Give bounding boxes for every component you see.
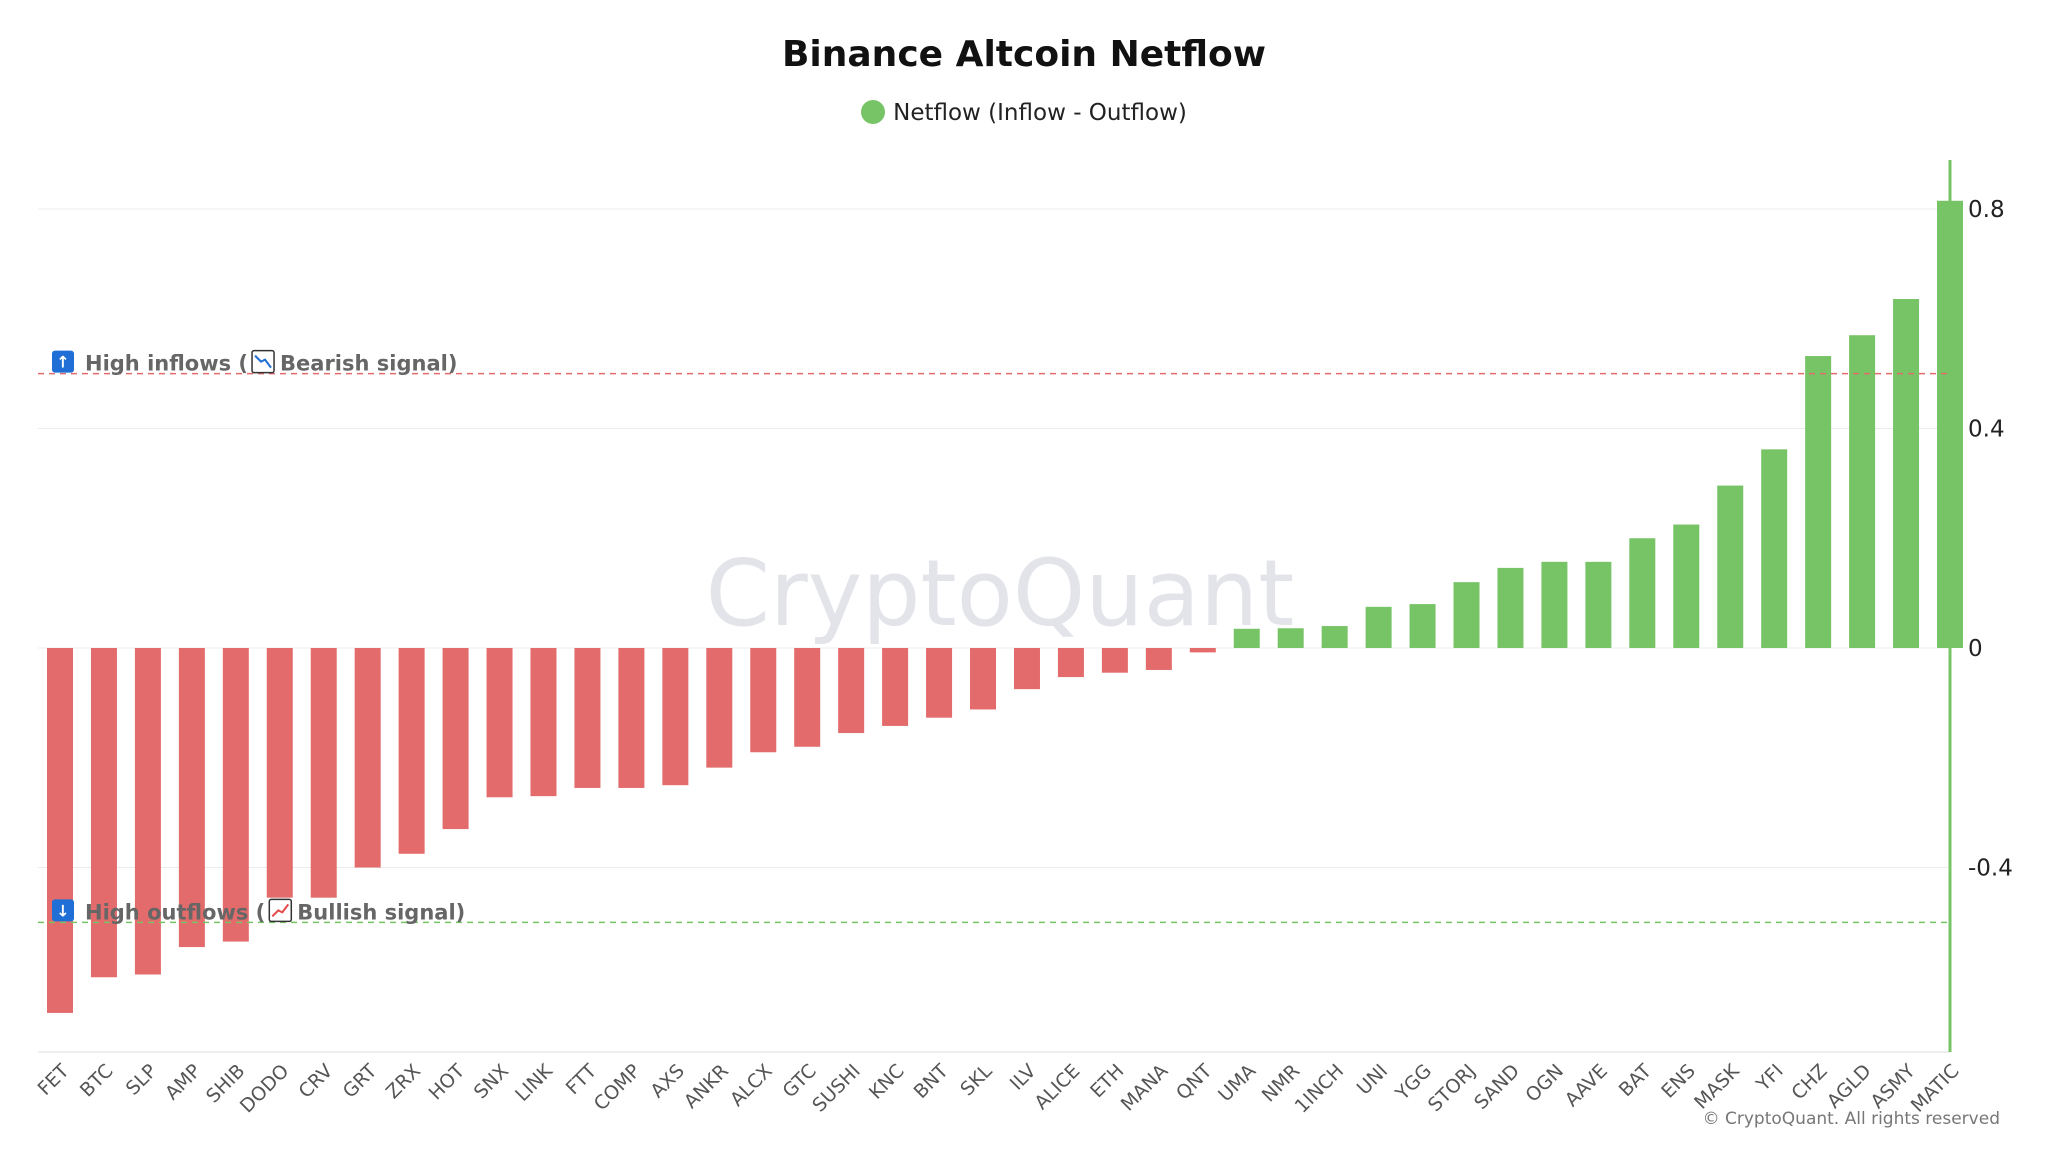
x-tick-label: AMP (161, 1060, 205, 1104)
x-tick-label: LINK (511, 1060, 557, 1106)
bar (1717, 485, 1744, 648)
bar (1189, 648, 1216, 653)
bar (398, 648, 425, 854)
up-arrow-icon (52, 350, 74, 373)
bar (1101, 648, 1128, 673)
bar (1277, 628, 1304, 648)
chart-title: Binance Altcoin Netflow (781, 34, 1267, 75)
x-tick-label: BNT (910, 1060, 953, 1103)
x-tick-label: FET (34, 1060, 74, 1100)
bar (662, 648, 689, 786)
bar (266, 648, 293, 898)
signal-label: Bullish signal) (297, 900, 465, 924)
legend-label: Netflow (Inflow - Outflow) (893, 100, 1187, 126)
arrow-glyph: ↓ (56, 901, 69, 920)
bar (882, 648, 909, 726)
bar (926, 648, 953, 718)
y-tick-label: 0.8 (1968, 197, 2005, 223)
x-tick-label: CRV (295, 1060, 338, 1103)
legend-swatch (861, 100, 886, 124)
copyright-text: © CryptoQuant. All rights reserved (1703, 1109, 2000, 1129)
bar (134, 648, 161, 975)
x-tick-label: GRT (339, 1060, 382, 1103)
bar (442, 648, 469, 830)
bar (222, 648, 249, 942)
bar (530, 648, 557, 797)
bar (1409, 604, 1436, 648)
bar (1453, 582, 1480, 648)
x-tick-label: SLP (122, 1060, 162, 1100)
bar (618, 648, 645, 788)
bar (1365, 606, 1392, 648)
bar (1629, 538, 1656, 648)
down-arrow-icon (52, 899, 74, 922)
x-tick-label: MASK (1690, 1060, 1744, 1114)
x-tick-label: AAVE (1561, 1060, 1612, 1111)
x-tick-label: SUSHI (808, 1060, 865, 1117)
bar (1145, 648, 1172, 670)
bar (1893, 298, 1920, 648)
bar (970, 648, 997, 710)
watermark: CryptoQuant (706, 540, 1295, 647)
bar (1849, 335, 1876, 648)
y-tick-label: 0 (1968, 636, 1983, 662)
x-tick-label: BTC (76, 1060, 118, 1102)
x-tick-label: KNC (865, 1060, 909, 1104)
signal-label: Bearish signal) (280, 352, 457, 376)
bar (838, 648, 865, 734)
y-tick-label: 0.4 (1968, 417, 2005, 443)
x-tick-label: BAT (1615, 1060, 1656, 1101)
x-tick-label: STORJ (1424, 1060, 1480, 1116)
bar (1541, 561, 1568, 648)
bar (1805, 356, 1832, 648)
trend-line-glyph (254, 354, 272, 369)
bar (1321, 626, 1348, 648)
x-tick-label: ALICE (1030, 1060, 1084, 1114)
bar (1497, 567, 1524, 648)
bar (310, 648, 337, 898)
arrow-glyph: ↑ (56, 353, 69, 372)
bar (706, 648, 733, 768)
x-tick-label: ILV (1006, 1060, 1041, 1095)
x-tick-label: UNI (1353, 1060, 1392, 1099)
bar (47, 648, 73, 1013)
annotation-label: High inflows ( (85, 352, 248, 376)
bar (178, 648, 205, 948)
bar (1673, 524, 1700, 648)
bar (90, 648, 117, 978)
x-tick-label: SAND (1470, 1060, 1524, 1114)
bar (1585, 561, 1612, 648)
bar (794, 648, 821, 747)
y-tick-label: -0.4 (1968, 856, 2013, 882)
x-tick-label: COMP (590, 1060, 645, 1115)
bar (486, 648, 513, 798)
bar (750, 648, 777, 753)
x-tick-label: AGLD (1823, 1060, 1876, 1113)
x-tick-label: QNT (1172, 1060, 1217, 1105)
trend-line-glyph (271, 903, 290, 918)
bar (1013, 648, 1040, 690)
x-tick-label: SKL (956, 1060, 997, 1101)
x-tick-label: SNX (470, 1060, 513, 1103)
x-tick-label: ZRX (382, 1060, 425, 1103)
x-tick-label: YFI (1752, 1060, 1788, 1096)
x-tick-label: 1INCH (1291, 1060, 1349, 1118)
legend[interactable]: Netflow (Inflow - Outflow) (0, 100, 2048, 126)
bar (354, 648, 381, 868)
x-tick-label: ALCX (726, 1060, 777, 1111)
x-tick-label: MANA (1117, 1060, 1173, 1116)
bar (1057, 648, 1084, 678)
bar (1761, 449, 1788, 648)
x-tick-label: DODO (236, 1060, 293, 1117)
x-tick-label: UMA (1214, 1060, 1260, 1106)
x-tick-label: ANKR (680, 1060, 733, 1113)
x-tick-label: OGN (1521, 1060, 1568, 1107)
bar (1233, 628, 1260, 648)
bar (574, 648, 601, 788)
x-tick-label: HOT (425, 1060, 470, 1105)
annotation-label: High outflows ( (85, 900, 265, 924)
